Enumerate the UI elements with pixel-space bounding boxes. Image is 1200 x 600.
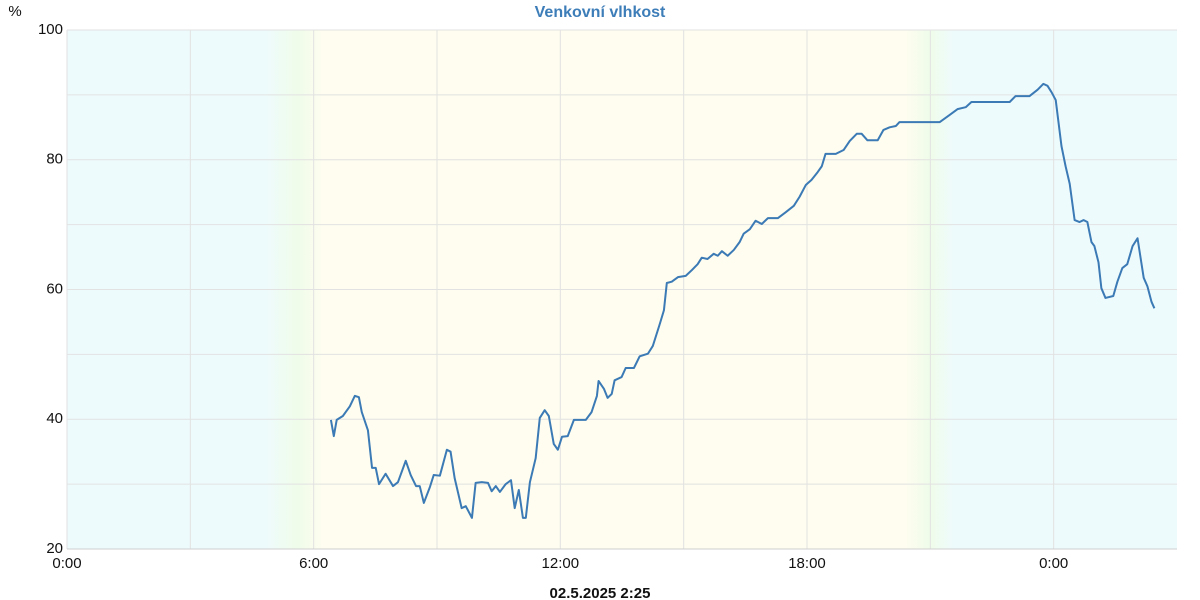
x-tick-label: 0:00 (1039, 555, 1068, 572)
y-tick-label: 20 (46, 540, 63, 557)
x-tick-label: 12:00 (542, 555, 580, 572)
subtitle: 02.5.2025 2:25 (550, 585, 651, 600)
data-line (329, 82, 1156, 519)
y-tick-label: 40 (46, 410, 63, 427)
y-axis-label: % (8, 3, 21, 20)
x-tick-label: 0:00 (52, 555, 81, 572)
x-tick-label: 18:00 (788, 555, 826, 572)
y-tick-label: 60 (46, 280, 63, 297)
chart-title: Venkovní vlhkost (535, 4, 666, 21)
y-tick-label: 100 (38, 21, 63, 38)
y-tick-label: 80 (46, 151, 63, 168)
x-tick-label: 6:00 (299, 555, 328, 572)
